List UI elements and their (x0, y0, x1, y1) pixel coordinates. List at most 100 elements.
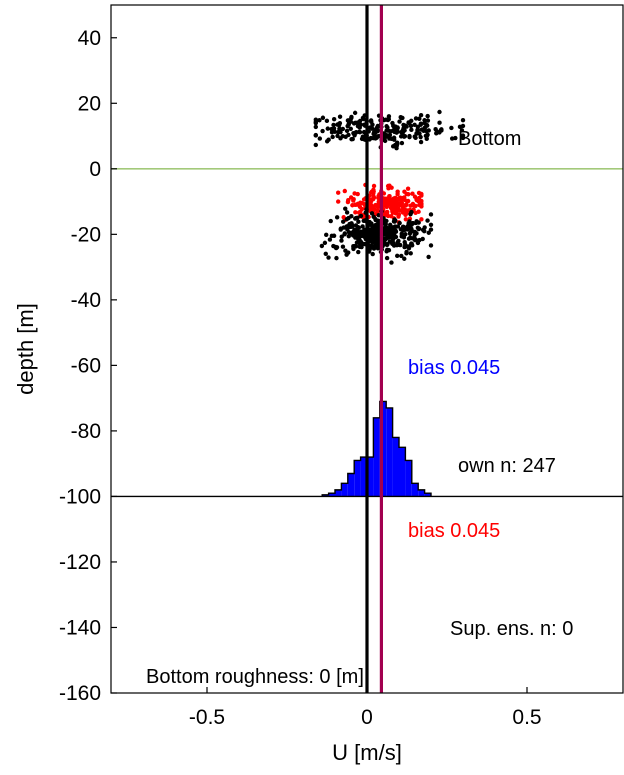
scatter-point (375, 209, 380, 214)
scatter-point (367, 238, 372, 243)
scatter-point (405, 186, 411, 191)
scatter-point (371, 131, 376, 137)
scatter-point (403, 242, 408, 247)
scatter-point (428, 243, 434, 248)
scatter-point (384, 255, 390, 261)
scatter-point (359, 244, 364, 250)
scatter-point (369, 207, 374, 213)
y-tick-label: 40 (78, 27, 101, 50)
histogram-bar (354, 460, 361, 497)
scatter-point (418, 113, 424, 118)
scatter-point (342, 188, 347, 194)
scatter-point (368, 228, 373, 233)
scatter-point (408, 212, 413, 217)
scatter-point (399, 234, 404, 239)
y-tick-label: -140 (59, 616, 101, 639)
scatter-point (371, 183, 377, 189)
scatter-point (404, 191, 409, 197)
scatter-point (331, 116, 337, 122)
scatter-point (361, 129, 367, 135)
scatter-point (330, 134, 335, 140)
scatter-point (408, 230, 413, 235)
scatter-point (376, 133, 381, 139)
scatter-point (413, 220, 419, 226)
scatter-point (329, 126, 334, 132)
scatter-point (410, 201, 416, 207)
scatter-point (357, 237, 362, 243)
scatter-point (390, 200, 395, 206)
scatter-point (405, 198, 411, 204)
scatter-point (351, 198, 356, 203)
scatter-point (369, 223, 375, 228)
scatter-point (342, 231, 348, 236)
histogram-bar (328, 493, 335, 497)
scatter-point (407, 219, 412, 224)
scatter-point (428, 227, 434, 232)
scatter-point (370, 122, 375, 127)
scatter-point (385, 247, 390, 253)
scatter-point (399, 140, 405, 146)
scatter-point (437, 109, 442, 115)
scatter-point (334, 255, 339, 261)
scatter-point (390, 120, 395, 126)
scatter-point (417, 116, 422, 121)
scatter-point (371, 190, 376, 196)
scatter-point (328, 218, 333, 224)
scatter-point (313, 142, 318, 148)
scatter-point (387, 136, 392, 141)
scatter-point (460, 135, 466, 141)
scatter-point (409, 241, 414, 246)
scatter-point (346, 250, 351, 255)
scatter-point (391, 128, 396, 133)
roughness-label: Bottom roughness: 0 [m] (146, 666, 364, 688)
bias-label-blue: bias 0.045 (408, 357, 500, 379)
scatter-point (406, 246, 412, 251)
scatter-point (361, 116, 366, 122)
scatter-point (339, 238, 344, 243)
scatter-point (395, 191, 400, 197)
histogram-bar (373, 417, 380, 497)
scatter-point (386, 201, 392, 206)
scatter-point (333, 244, 338, 250)
scatter-point (382, 138, 388, 144)
histogram-bar (360, 457, 367, 497)
scatter-point (383, 211, 388, 217)
scatter-point (415, 127, 421, 132)
scatter-point (351, 121, 357, 126)
scatter-point (382, 225, 388, 231)
scatter-point (425, 132, 430, 138)
scatter-point (317, 118, 322, 123)
scatter-point (416, 226, 421, 232)
scatter-point (352, 191, 357, 196)
histogram-bar (405, 460, 412, 497)
plot-content (111, 5, 623, 693)
scatter-point (346, 215, 351, 221)
scatter-point (389, 185, 394, 190)
scatter-point (324, 139, 330, 144)
scatter-point (347, 224, 353, 230)
scatter-point (313, 124, 318, 130)
scatter-point (350, 203, 355, 208)
histogram-bar (322, 494, 329, 497)
scatter-point (420, 227, 426, 233)
scatter-point (361, 197, 367, 202)
scatter-point (391, 137, 397, 142)
scatter-point (400, 224, 406, 230)
scatter-point (402, 208, 407, 213)
scatter-point (355, 215, 360, 220)
scatter-point (357, 118, 363, 124)
scatter-point (410, 191, 415, 196)
scatter-point (371, 214, 376, 219)
scatter-point (390, 144, 396, 149)
histogram-bar (347, 473, 355, 497)
scatter-point (453, 135, 458, 141)
scatter-point (344, 210, 350, 215)
scatter-point (348, 126, 353, 131)
scatter-point (426, 254, 431, 260)
scatter-point (425, 218, 430, 223)
scatter-point (457, 124, 463, 130)
scatter-point (336, 199, 341, 204)
scatter-point (322, 240, 328, 246)
scatter-point (409, 226, 414, 232)
